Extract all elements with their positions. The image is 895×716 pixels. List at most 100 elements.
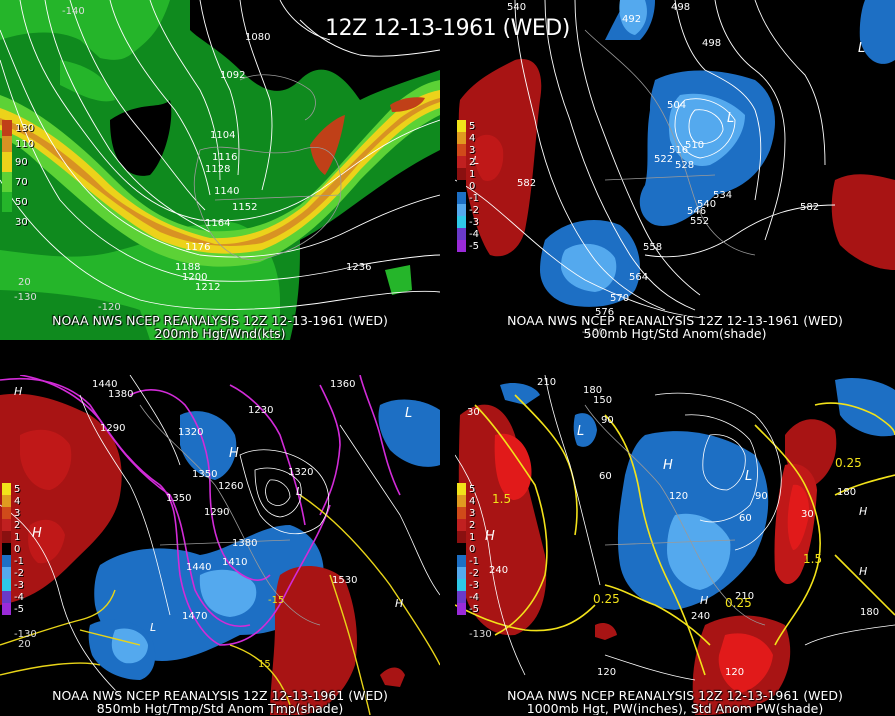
high-marker: H xyxy=(485,529,495,544)
legend-label: 1 xyxy=(14,531,21,543)
labels-1000mb: 210 180 150 30 90 60 120 90 60 30 240 21… xyxy=(467,377,879,678)
panel-caption: NOAA NWS NCEP REANALYSIS 12Z 12-13-1961 … xyxy=(507,313,843,328)
contour-label: 498 xyxy=(671,2,690,13)
panel-caption: NOAA NWS NCEP REANALYSIS 12Z 12-13-1961 … xyxy=(52,313,388,328)
legend-label: 1 xyxy=(469,168,476,180)
contour-label: 1230 xyxy=(248,405,273,416)
map-1000mb xyxy=(455,375,895,715)
legend-label: -5 xyxy=(469,240,479,252)
legend-label: 3 xyxy=(469,507,476,519)
contour-label: 180 xyxy=(583,385,602,396)
contour-label: 1260 xyxy=(218,481,243,492)
contour-label: 210 xyxy=(537,377,556,388)
contour-label: 498 xyxy=(702,38,721,49)
legend-label: 2 xyxy=(14,519,21,531)
contour-label: 1440 xyxy=(186,562,211,573)
contour-label: 1380 xyxy=(232,538,257,549)
contour-label: 1200 xyxy=(182,272,207,283)
contour-label: 1116 xyxy=(212,152,237,163)
temp-label: -15 xyxy=(268,595,284,606)
contour-label: 1176 xyxy=(185,242,210,253)
panel-subcaption: 200mb Hgt/Wnd(kts) xyxy=(154,326,286,341)
lat-label: 20 xyxy=(18,277,31,288)
contour-label: 522 xyxy=(654,154,673,165)
contour-label: 120 xyxy=(725,667,744,678)
legend-label: 4 xyxy=(14,495,21,507)
low-marker: L xyxy=(296,485,302,498)
map-850mb xyxy=(0,375,440,715)
legend-label: 0 xyxy=(469,543,476,555)
legend-label: -3 xyxy=(14,579,24,591)
high-marker: H xyxy=(663,458,673,473)
contour-label: 558 xyxy=(643,242,662,253)
pw-label: 1.5 xyxy=(803,552,822,566)
panel-caption: NOAA NWS NCEP REANALYSIS 12Z 12-13-1961 … xyxy=(507,688,843,703)
legend-label: 5 xyxy=(469,120,476,132)
main-title: 12Z 12-13-1961 (WED) xyxy=(325,16,570,41)
legend-label: 3 xyxy=(14,507,21,519)
labels-200mb: 1080 1092 1104 1116 1128 1140 1152 1164 … xyxy=(14,6,371,313)
legend-850mb: 5 4 3 2 1 0 -1 -2 -3 -4 -5 xyxy=(2,483,24,615)
legend-label: -2 xyxy=(469,204,479,216)
legend-label: -5 xyxy=(14,603,24,615)
low-marker: L xyxy=(473,154,479,167)
contour-label: 504 xyxy=(667,100,686,111)
lon-label: -120 xyxy=(98,302,121,313)
contour-label: 1140 xyxy=(214,186,239,197)
map-200mb xyxy=(0,0,440,340)
contour-label: 210 xyxy=(735,591,754,602)
legend-label: -5 xyxy=(469,603,479,615)
contour-label: 510 xyxy=(685,140,704,151)
pw-label: 0.25 xyxy=(593,592,620,606)
contour-label: 1380 xyxy=(108,389,133,400)
low-marker: L xyxy=(745,469,752,484)
contour-label: 1188 xyxy=(175,262,200,273)
panel-200mb: 130 110 90 70 50 30 1080 1092 1104 1116 … xyxy=(0,0,440,340)
contour-label: 1320 xyxy=(178,427,203,438)
low-marker: L xyxy=(577,424,584,439)
contour-label: 120 xyxy=(669,491,688,502)
legend-label: 5 xyxy=(469,483,476,495)
legend-label: -1 xyxy=(14,555,24,567)
contour-label: 534 xyxy=(713,190,732,201)
contour-label: 1350 xyxy=(192,469,217,480)
contour-label: 1212 xyxy=(195,282,220,293)
contour-label: 1360 xyxy=(330,379,355,390)
legend-label: 0 xyxy=(14,543,21,555)
legend-1000mb: 5 4 3 2 1 0 -1 -2 -3 -4 -5 xyxy=(457,483,479,615)
legend-label: 130 xyxy=(15,122,35,134)
legend-label: 70 xyxy=(15,176,28,188)
legend-label: 4 xyxy=(469,495,476,507)
contour-label: 528 xyxy=(675,160,694,171)
low-marker: L xyxy=(150,621,156,634)
legend-200mb: 130 110 90 70 50 30 xyxy=(2,120,34,232)
contour-label: 240 xyxy=(489,565,508,576)
contour-label: 1104 xyxy=(210,130,235,141)
legend-label: 90 xyxy=(15,156,28,168)
panel-subcaption: 850mb Hgt/Tmp/Std Anom Tmp(shade) xyxy=(96,701,344,716)
legend-label: -1 xyxy=(469,192,479,204)
contour-label: 90 xyxy=(601,415,614,426)
lon-label: -130 xyxy=(14,292,37,303)
panel-1000mb: 5 4 3 2 1 0 -1 -2 -3 -4 -5 210 180 150 3… xyxy=(455,375,895,715)
contour-label: 240 xyxy=(691,611,710,622)
legend-label: 3 xyxy=(469,144,476,156)
contour-label: 1530 xyxy=(332,575,357,586)
legend-label: -4 xyxy=(469,591,479,603)
legend-label: -2 xyxy=(14,567,24,579)
contour-label: 1092 xyxy=(220,70,245,81)
map-500mb xyxy=(455,0,895,340)
contour-label: 1080 xyxy=(245,32,270,43)
legend-label: 1 xyxy=(469,531,476,543)
contour-label: 150 xyxy=(593,395,612,406)
lon-label: -140 xyxy=(62,6,85,17)
legend-label: -1 xyxy=(469,555,479,567)
contour-label: 546 xyxy=(687,206,706,217)
contour-label: 30 xyxy=(467,407,480,418)
legend-label: -3 xyxy=(469,216,479,228)
contour-label: 492 xyxy=(622,14,641,25)
contour-label: 1320 xyxy=(288,467,313,478)
legend-label: -3 xyxy=(469,579,479,591)
contour-label: 516 xyxy=(669,145,688,156)
contour-label: 1290 xyxy=(204,507,229,518)
